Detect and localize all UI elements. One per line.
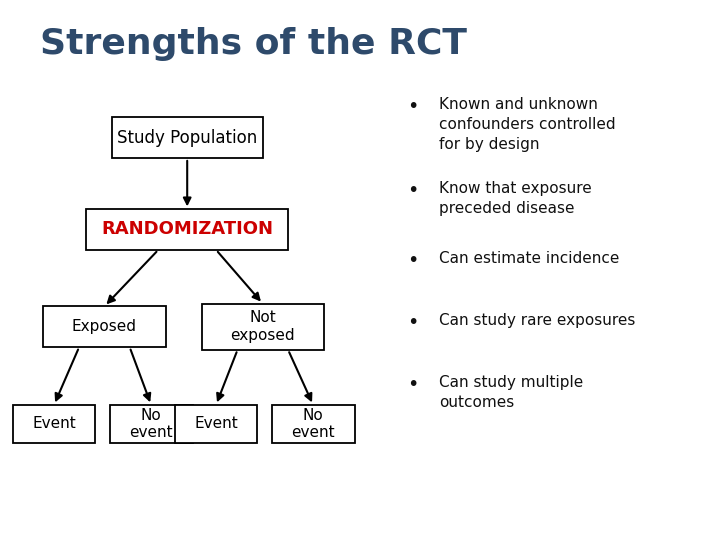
FancyBboxPatch shape — [43, 306, 166, 347]
FancyBboxPatch shape — [202, 303, 324, 350]
FancyBboxPatch shape — [112, 117, 263, 158]
Text: Can study multiple
outcomes: Can study multiple outcomes — [439, 375, 583, 410]
FancyBboxPatch shape — [109, 405, 193, 443]
Text: •: • — [407, 313, 418, 332]
FancyBboxPatch shape — [86, 210, 288, 249]
Text: Can estimate incidence: Can estimate incidence — [439, 251, 620, 266]
Text: Event: Event — [194, 416, 238, 431]
FancyBboxPatch shape — [272, 405, 355, 443]
Text: Exposed: Exposed — [72, 319, 137, 334]
Text: Know that exposure
preceded disease: Know that exposure preceded disease — [439, 181, 592, 215]
Text: Event: Event — [32, 416, 76, 431]
Text: Strengths of the RCT: Strengths of the RCT — [40, 27, 467, 61]
Text: RANDOMIZATION: RANDOMIZATION — [102, 220, 273, 239]
Text: •: • — [407, 375, 418, 394]
FancyBboxPatch shape — [12, 405, 95, 443]
Text: Study Population: Study Population — [117, 129, 257, 147]
Text: •: • — [407, 97, 418, 116]
Text: No
event: No event — [292, 408, 335, 440]
Text: No
event: No event — [130, 408, 173, 440]
FancyBboxPatch shape — [174, 405, 258, 443]
Text: Not
exposed: Not exposed — [230, 310, 295, 343]
Text: Known and unknown
confounders controlled
for by design: Known and unknown confounders controlled… — [439, 97, 616, 152]
Text: Can study rare exposures: Can study rare exposures — [439, 313, 636, 328]
Text: •: • — [407, 181, 418, 200]
Text: •: • — [407, 251, 418, 270]
